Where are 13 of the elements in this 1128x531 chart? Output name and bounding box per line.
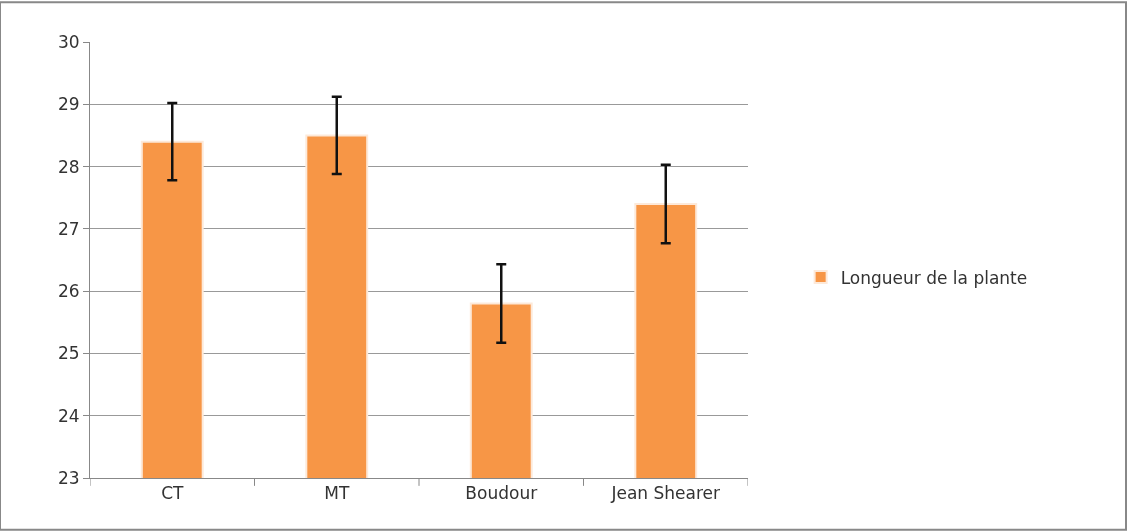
y-tick-label: 26: [57, 281, 80, 302]
y-tick-label: 23: [57, 467, 80, 488]
y-tick-label: 30: [57, 31, 80, 52]
legend-label: Longueur de la plante: [840, 267, 1028, 288]
y-tick-label: 24: [57, 405, 80, 426]
x-tick-label: Boudour: [465, 483, 538, 504]
x-tick-label: CT: [161, 483, 184, 504]
x-tick-label: Jean Shearer: [610, 483, 721, 504]
y-tick-label: 29: [57, 94, 80, 115]
y-tick-label: 27: [57, 218, 80, 239]
y-tick-label: 25: [57, 343, 80, 364]
x-tick-label: MT: [324, 483, 350, 504]
y-tick-label: 28: [57, 156, 80, 177]
